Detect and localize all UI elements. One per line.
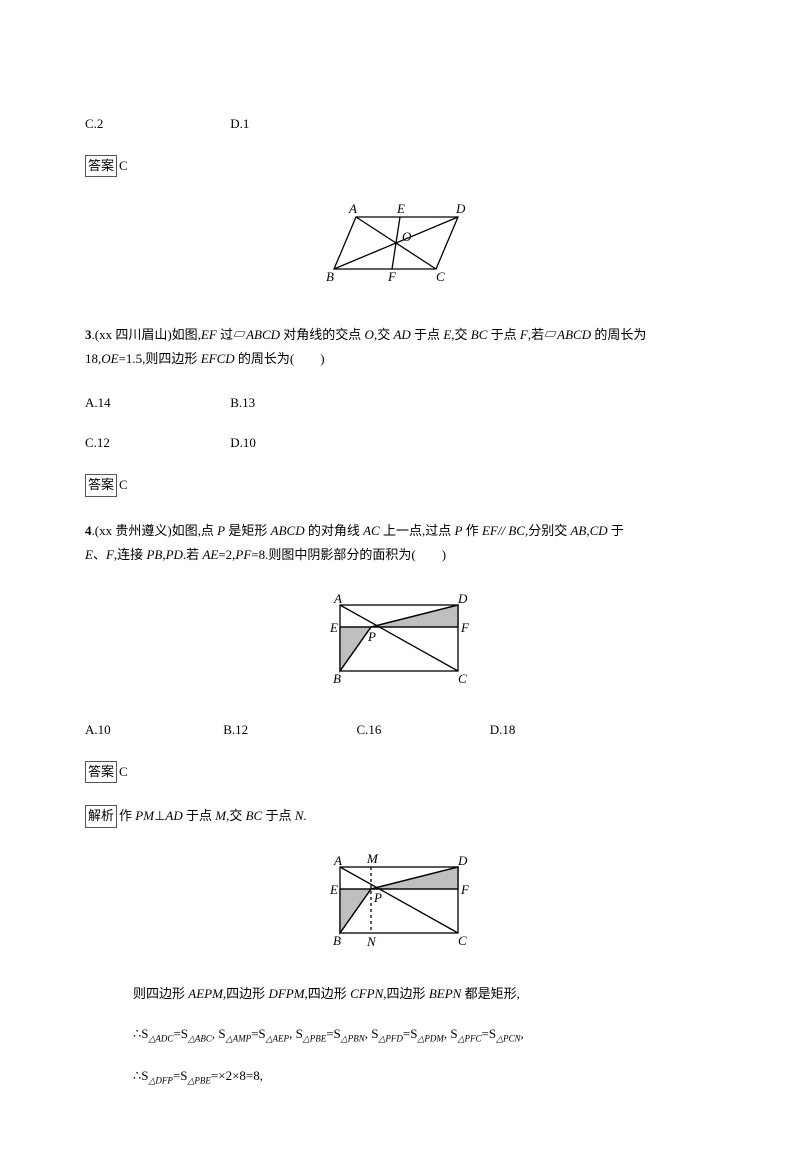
q3-stem: 3.(xx 四川眉山)如图,EF 过▱ABCD 对角线的交点 O,交 AD 于点… [85,323,715,372]
svg-text:B: B [326,269,334,284]
q3-opt-a: A.14 [85,394,227,412]
svg-text:C: C [458,671,467,686]
q2-answer-val: C [119,158,128,173]
svg-text:P: P [373,890,382,905]
q2-options-cd: C.2 D.1 [85,115,715,133]
q3-options-ab: A.14 B.13 [85,394,715,412]
svg-text:E: E [329,620,338,635]
q4-options: A.10 B.12 C.16 D.18 [85,721,715,739]
explanation-label: 解析 [85,805,117,827]
svg-text:A: A [348,201,357,216]
svg-text:C: C [436,269,445,284]
figure-rectangle-shaded: A D E F P B C [85,590,715,693]
svg-text:M: M [366,851,379,866]
svg-text:P: P [367,629,376,644]
answer-label: 答案 [85,761,117,783]
q3-answer-val: C [119,477,128,492]
q4-opt-a: A.10 [85,721,220,739]
figure-rectangle-mn: A M D E F P B N C [85,850,715,957]
svg-text:A: A [333,853,342,868]
svg-text:O: O [402,229,412,244]
svg-text:N: N [366,934,377,949]
q3-opt-b: B.13 [230,394,255,412]
q3-opt-d: D.10 [230,434,256,452]
svg-text:C: C [458,933,467,948]
q3-opt-c: C.12 [85,434,227,452]
q4-explanation-line1: 解析作 PM⊥AD 于点 M,交 BC 于点 N. [85,805,715,827]
q4-stem: 4.(xx 贵州遵义)如图,点 P 是矩形 ABCD 的对角线 AC 上一点,过… [85,519,715,568]
q4-opt-d: D.18 [490,721,516,739]
svg-text:D: D [457,591,468,606]
svg-text:E: E [329,882,338,897]
svg-text:D: D [457,853,468,868]
svg-text:B: B [333,671,341,686]
q4-opt-c: C.16 [357,721,487,739]
conclusion-line2: ∴S△ADC=S△ABC, S△AMP=S△AEP, S△PBE=S△PBN, … [85,1025,715,1045]
svg-text:A: A [333,591,342,606]
svg-text:F: F [460,620,470,635]
q3-answer: 答案C [85,474,715,496]
q2-answer: 答案C [85,155,715,177]
conclusion-line3: ∴S△DFP=S△PBE=×2×8=8, [85,1067,715,1087]
answer-label: 答案 [85,474,117,496]
q2-opt-c: C.2 [85,115,227,133]
q3-options-cd: C.12 D.10 [85,434,715,452]
svg-text:B: B [333,933,341,948]
svg-text:E: E [396,201,405,216]
q4-answer: 答案C [85,761,715,783]
q4-answer-val: C [119,764,128,779]
q2-opt-d: D.1 [230,115,249,133]
svg-text:D: D [455,201,466,216]
answer-label: 答案 [85,155,117,177]
q4-opt-b: B.12 [223,721,353,739]
conclusion-line1: 则四边形 AEPM,四边形 DFPM,四边形 CFPN,四边形 BEPN 都是矩… [85,985,715,1003]
svg-text:F: F [387,269,397,284]
svg-text:F: F [460,882,470,897]
figure-parallelogram: A E D O B F C [85,199,715,294]
